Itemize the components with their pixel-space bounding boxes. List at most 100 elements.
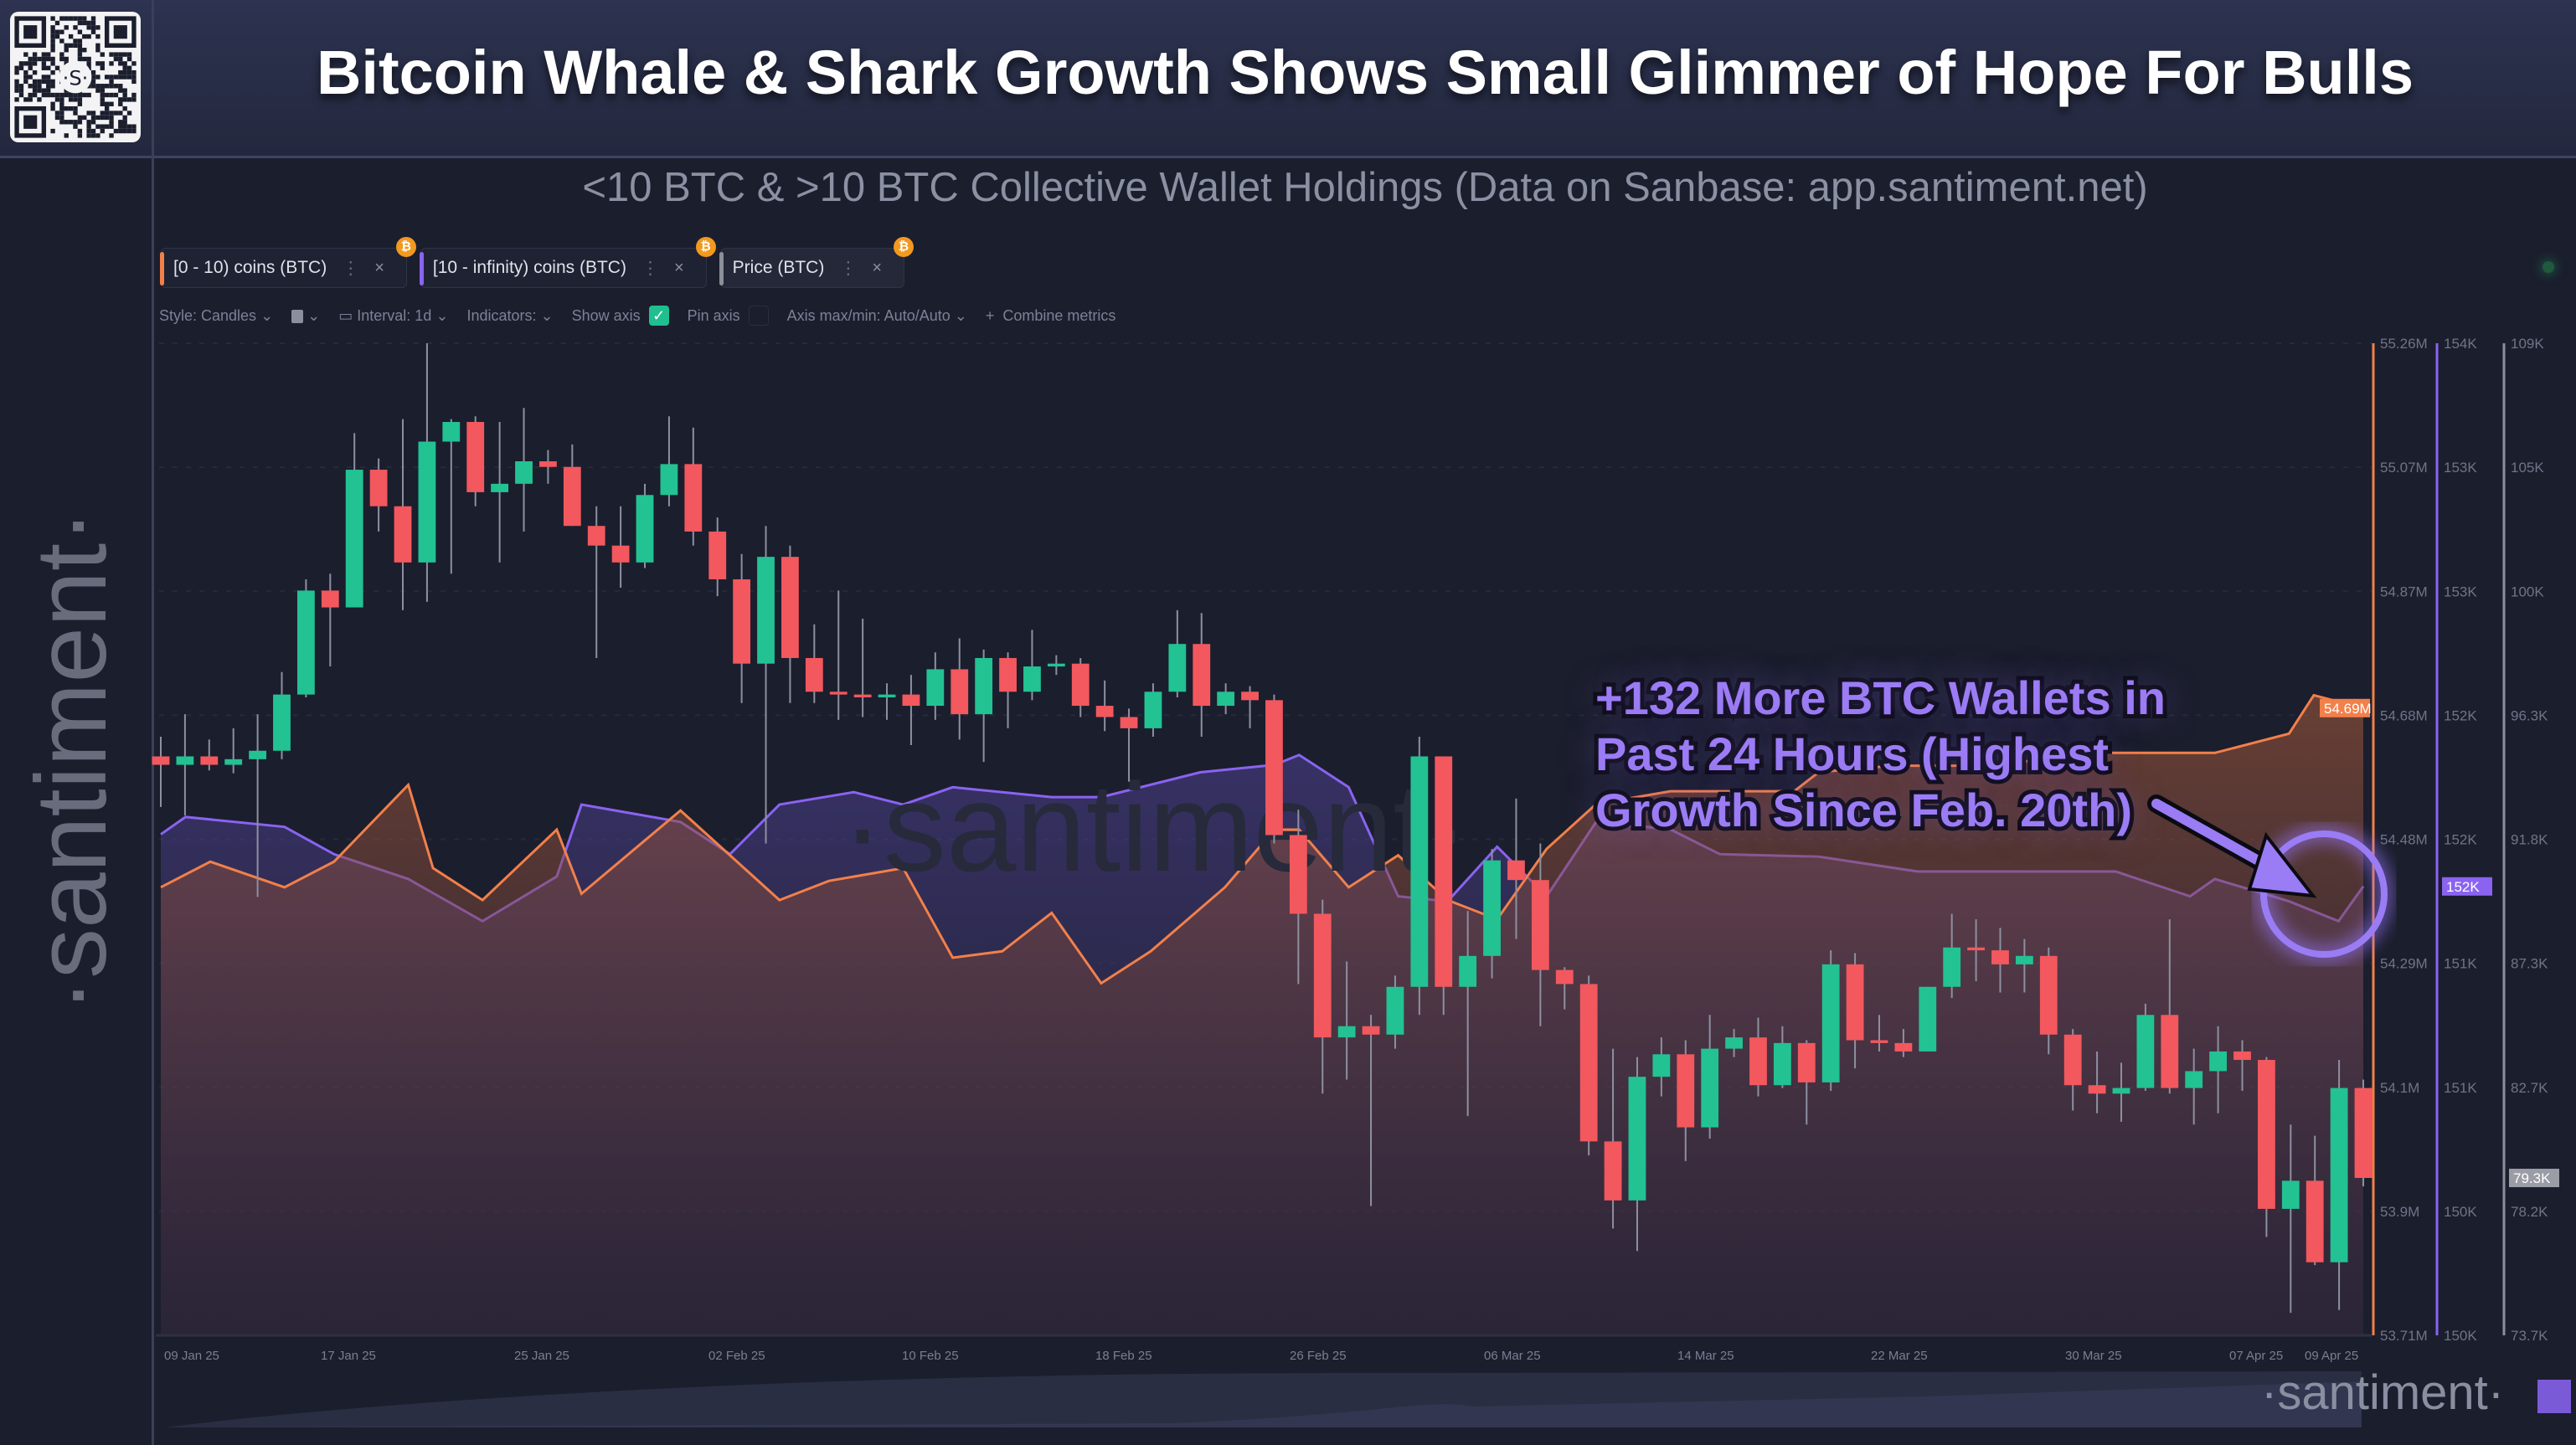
tab-large-wallets[interactable]: [10 - infinity) coins (BTC) ⋮ × ₿ [419, 237, 716, 288]
price-candle [249, 714, 267, 897]
price-candle [1193, 613, 1211, 737]
price-candle [1749, 1017, 1767, 1097]
style-dropdown[interactable]: Style: Candles ⌄ [159, 306, 274, 324]
candle-body [853, 694, 872, 697]
price-candle [757, 526, 775, 844]
candle-body [1870, 1040, 1888, 1043]
price-candle [1435, 756, 1453, 1016]
price-candle [466, 416, 485, 507]
price-candle [563, 444, 581, 527]
candle-body [951, 669, 969, 715]
bitcoin-icon: ₿ [894, 237, 914, 257]
price-candle [999, 652, 1017, 728]
color-dropdown[interactable]: ⌄ [291, 307, 320, 325]
x-axis-tick: 09 Apr 25 [2305, 1349, 2358, 1363]
price-candle [708, 517, 727, 597]
x-axis-tick: 09 Jan 25 [164, 1349, 219, 1363]
pin-axis-checkbox[interactable] [748, 306, 769, 326]
bitcoin-icon: ₿ [395, 237, 416, 257]
close-icon[interactable]: × [872, 258, 883, 277]
small-current-value-badge [2320, 698, 2370, 717]
price-candle [1410, 736, 1429, 1016]
candle-body [2112, 1088, 2130, 1094]
bitcoin-icon: ₿ [695, 237, 716, 257]
price-axis-tick: 91.8K [2511, 832, 2548, 848]
candle-body [394, 506, 412, 563]
candle-body [829, 692, 848, 695]
price-candle [2161, 919, 2179, 1094]
axis-maxmin-label: Axis max/min: Auto/Auto [786, 306, 951, 324]
candle-body [1555, 969, 1574, 985]
price-candle [1846, 953, 1864, 1069]
price-candle [1459, 911, 1477, 1117]
color-swatch [291, 309, 304, 323]
more-icon[interactable]: ⋮ [342, 258, 360, 278]
price-axis-tick: 78.2K [2511, 1204, 2548, 1220]
show-axis-checkbox[interactable]: ✓ [648, 306, 669, 326]
small-current-value: 54.69M [2324, 701, 2372, 717]
candle-body [1047, 663, 1065, 667]
price-candle [515, 408, 533, 532]
candle-body [1507, 860, 1525, 881]
more-icon[interactable]: ⋮ [641, 258, 659, 278]
small-axis-tick: 55.26M [2380, 336, 2428, 352]
large-axis-tick: 153K [2444, 460, 2477, 476]
price-candle [1289, 810, 1307, 985]
candle-body [1289, 835, 1307, 914]
arrow-head [2247, 831, 2317, 898]
candle-body [2306, 1180, 2324, 1262]
price-candle [781, 545, 799, 703]
annotation-line: Past 24 Hours (Highest [1591, 723, 2113, 784]
candle-body [418, 441, 436, 563]
price-axis-tick: 105K [2511, 460, 2544, 476]
show-axis-label: Show axis [571, 306, 641, 324]
price-candle [1797, 1040, 1816, 1125]
price-candle [1507, 798, 1525, 939]
series-color-bar [419, 252, 424, 285]
price-candle [176, 714, 194, 815]
price-candle [1579, 975, 1598, 1156]
combine-label: Combine metrics [1002, 306, 1116, 324]
candle-body [1193, 644, 1211, 707]
highlight-circle [2260, 830, 2388, 958]
price-candle [878, 683, 896, 720]
navigator-series-small [164, 1381, 2362, 1427]
interval-dropdown[interactable]: ▭ Interval: 1d ⌄ [338, 306, 449, 324]
price-candle [975, 649, 993, 763]
tab-small-wallets[interactable]: [0 - 10) coins (BTC) ⋮ × ₿ [160, 237, 416, 288]
candle-body [708, 531, 727, 579]
axis-maxmin-dropdown[interactable]: Axis max/min: Auto/Auto ⌄ [786, 306, 967, 324]
close-icon[interactable]: × [374, 258, 384, 277]
price-candle [2330, 1060, 2348, 1310]
price-candle [587, 506, 605, 658]
price-candle [224, 728, 243, 774]
candle-body [515, 460, 533, 484]
candle-body [926, 669, 945, 707]
price-candle [926, 652, 945, 720]
price-candle [491, 421, 509, 563]
candle-body [2209, 1051, 2227, 1072]
indicators-dropdown[interactable]: Indicators: ⌄ [466, 306, 554, 324]
candle-body [1435, 756, 1453, 987]
price-candle [1337, 961, 1356, 1080]
series-color-bar [719, 252, 724, 285]
price-candle [1967, 919, 1985, 982]
price-candle [1362, 1015, 1380, 1206]
combine-metrics-button[interactable]: + Combine metrics [985, 306, 1116, 324]
price-candle [1531, 843, 1549, 1026]
candle-body [1967, 947, 1985, 951]
close-icon[interactable]: × [673, 258, 684, 277]
price-candle [2112, 1062, 2130, 1122]
price-candle [1168, 609, 1187, 697]
candle-body [660, 464, 678, 496]
tab-price[interactable]: Price (BTC) ⋮ × ₿ [719, 237, 914, 288]
candle-body [2161, 1015, 2179, 1088]
x-axis-tick: 30 Mar 25 [2065, 1349, 2122, 1363]
price-candle [1241, 686, 1259, 728]
x-axis-tick: 02 Feb 25 [708, 1349, 765, 1363]
indicators-label: Indicators: [466, 306, 537, 324]
price-candle [1483, 849, 1501, 979]
more-icon[interactable]: ⋮ [839, 258, 858, 278]
candle-body [1120, 717, 1138, 728]
